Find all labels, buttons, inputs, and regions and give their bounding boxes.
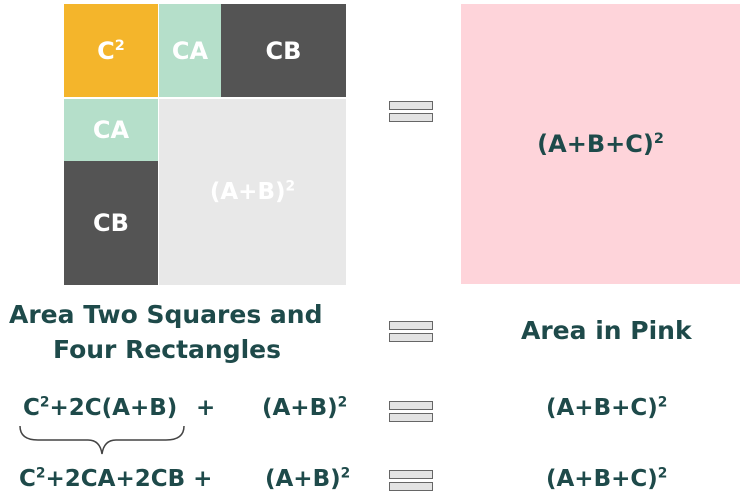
row3-lhs-term: C2+2CA+2CB + <box>19 465 213 492</box>
ca-top-label: CA <box>171 36 209 65</box>
cb-left-label: CB <box>93 209 129 237</box>
area-left-line2: Four Rectangles <box>53 335 282 364</box>
cb-top-cell: CB <box>221 4 346 97</box>
ca-top-cell: CA <box>159 4 221 97</box>
composite-square: C2 CA CB CA CB (A+B)2 <box>64 4 346 285</box>
c-squared-cell: C2 <box>64 4 158 97</box>
ab-squared-label: (A+B)2 <box>209 178 296 205</box>
row2-plus: + <box>196 395 216 421</box>
cb-top-label: CB <box>265 36 302 65</box>
ab-squared-cell: (A+B)2 <box>159 99 346 285</box>
area-right: Area in Pink <box>521 316 692 345</box>
ca-left-cell: CA <box>64 99 158 161</box>
pink-square: (A+B+C)2 <box>461 4 740 284</box>
row2-lhs-term: C2+2C(A+B) <box>23 394 178 421</box>
area-left-line1: Area Two Squares and <box>9 300 323 329</box>
row3-rhs: (A+B+C)2 <box>546 465 668 492</box>
equals-icon <box>389 321 433 343</box>
curly-brace <box>19 425 185 455</box>
ca-left-label: CA <box>92 116 130 144</box>
row3-ab-squared: (A+B)2 <box>265 465 351 492</box>
equals-icon <box>389 470 433 492</box>
c-squared-label: C2 <box>97 36 125 65</box>
cb-left-cell: CB <box>64 161 158 285</box>
equals-icon <box>389 401 433 423</box>
row2-rhs: (A+B+C)2 <box>546 394 668 421</box>
row2-ab-squared: (A+B)2 <box>262 394 348 421</box>
pink-square-label: (A+B+C)2 <box>537 130 664 158</box>
equals-icon <box>389 101 433 123</box>
